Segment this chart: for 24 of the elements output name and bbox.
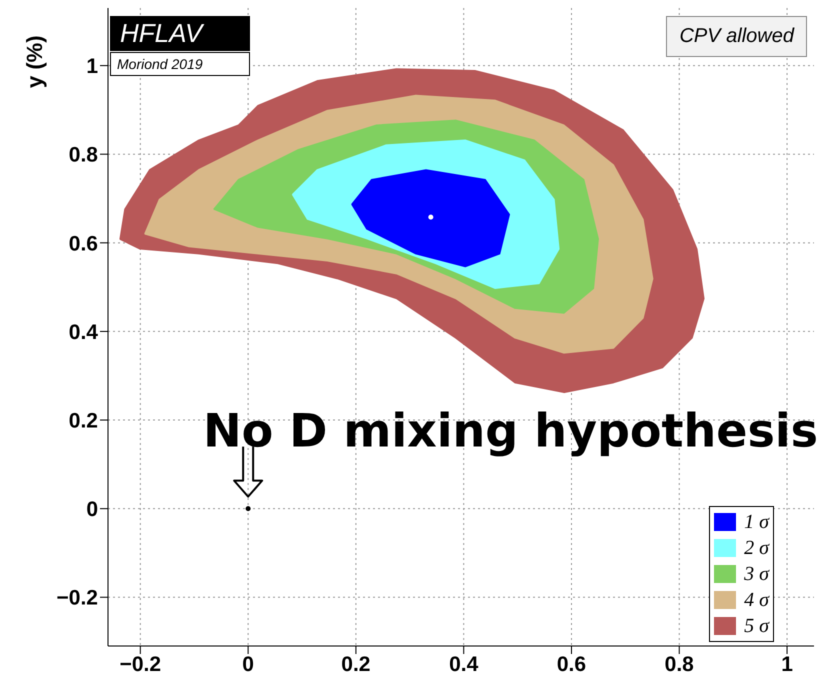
caption-box: Moriond 2019 (110, 52, 250, 76)
x-tick-label: 1 (781, 652, 794, 676)
y-tick-label: 0 (86, 498, 98, 522)
y-tick-label: 0.6 (68, 232, 98, 256)
y-tick-label: 0.2 (68, 409, 98, 432)
x-tick-label: −0.2 (120, 652, 162, 676)
x-tick-label: 0 (242, 652, 254, 676)
legend-label: 2 σ (744, 536, 769, 560)
y-axis-title: y (%) (22, 35, 48, 88)
legend-label: 1 σ (744, 510, 769, 534)
y-tick-label: 0.4 (68, 320, 98, 344)
annotation: No D mixing hypothesis (203, 404, 818, 458)
x-tick-label: 0.4 (449, 652, 479, 676)
y-tick-label: −0.2 (56, 586, 98, 610)
x-tick-label: 0.2 (341, 652, 371, 676)
x-tick-label: 0.6 (556, 652, 586, 676)
legend-label: 4 σ (744, 588, 769, 612)
caption-box: CPV allowed (666, 16, 807, 57)
legend-label: 3 σ (744, 562, 769, 586)
legend-label: 5 σ (744, 614, 769, 638)
y-tick-label: 1 (86, 55, 98, 78)
y-tick-label: 0.8 (68, 144, 98, 167)
title-box: HFLAV (110, 16, 250, 51)
x-tick-label: 0.8 (664, 652, 694, 676)
